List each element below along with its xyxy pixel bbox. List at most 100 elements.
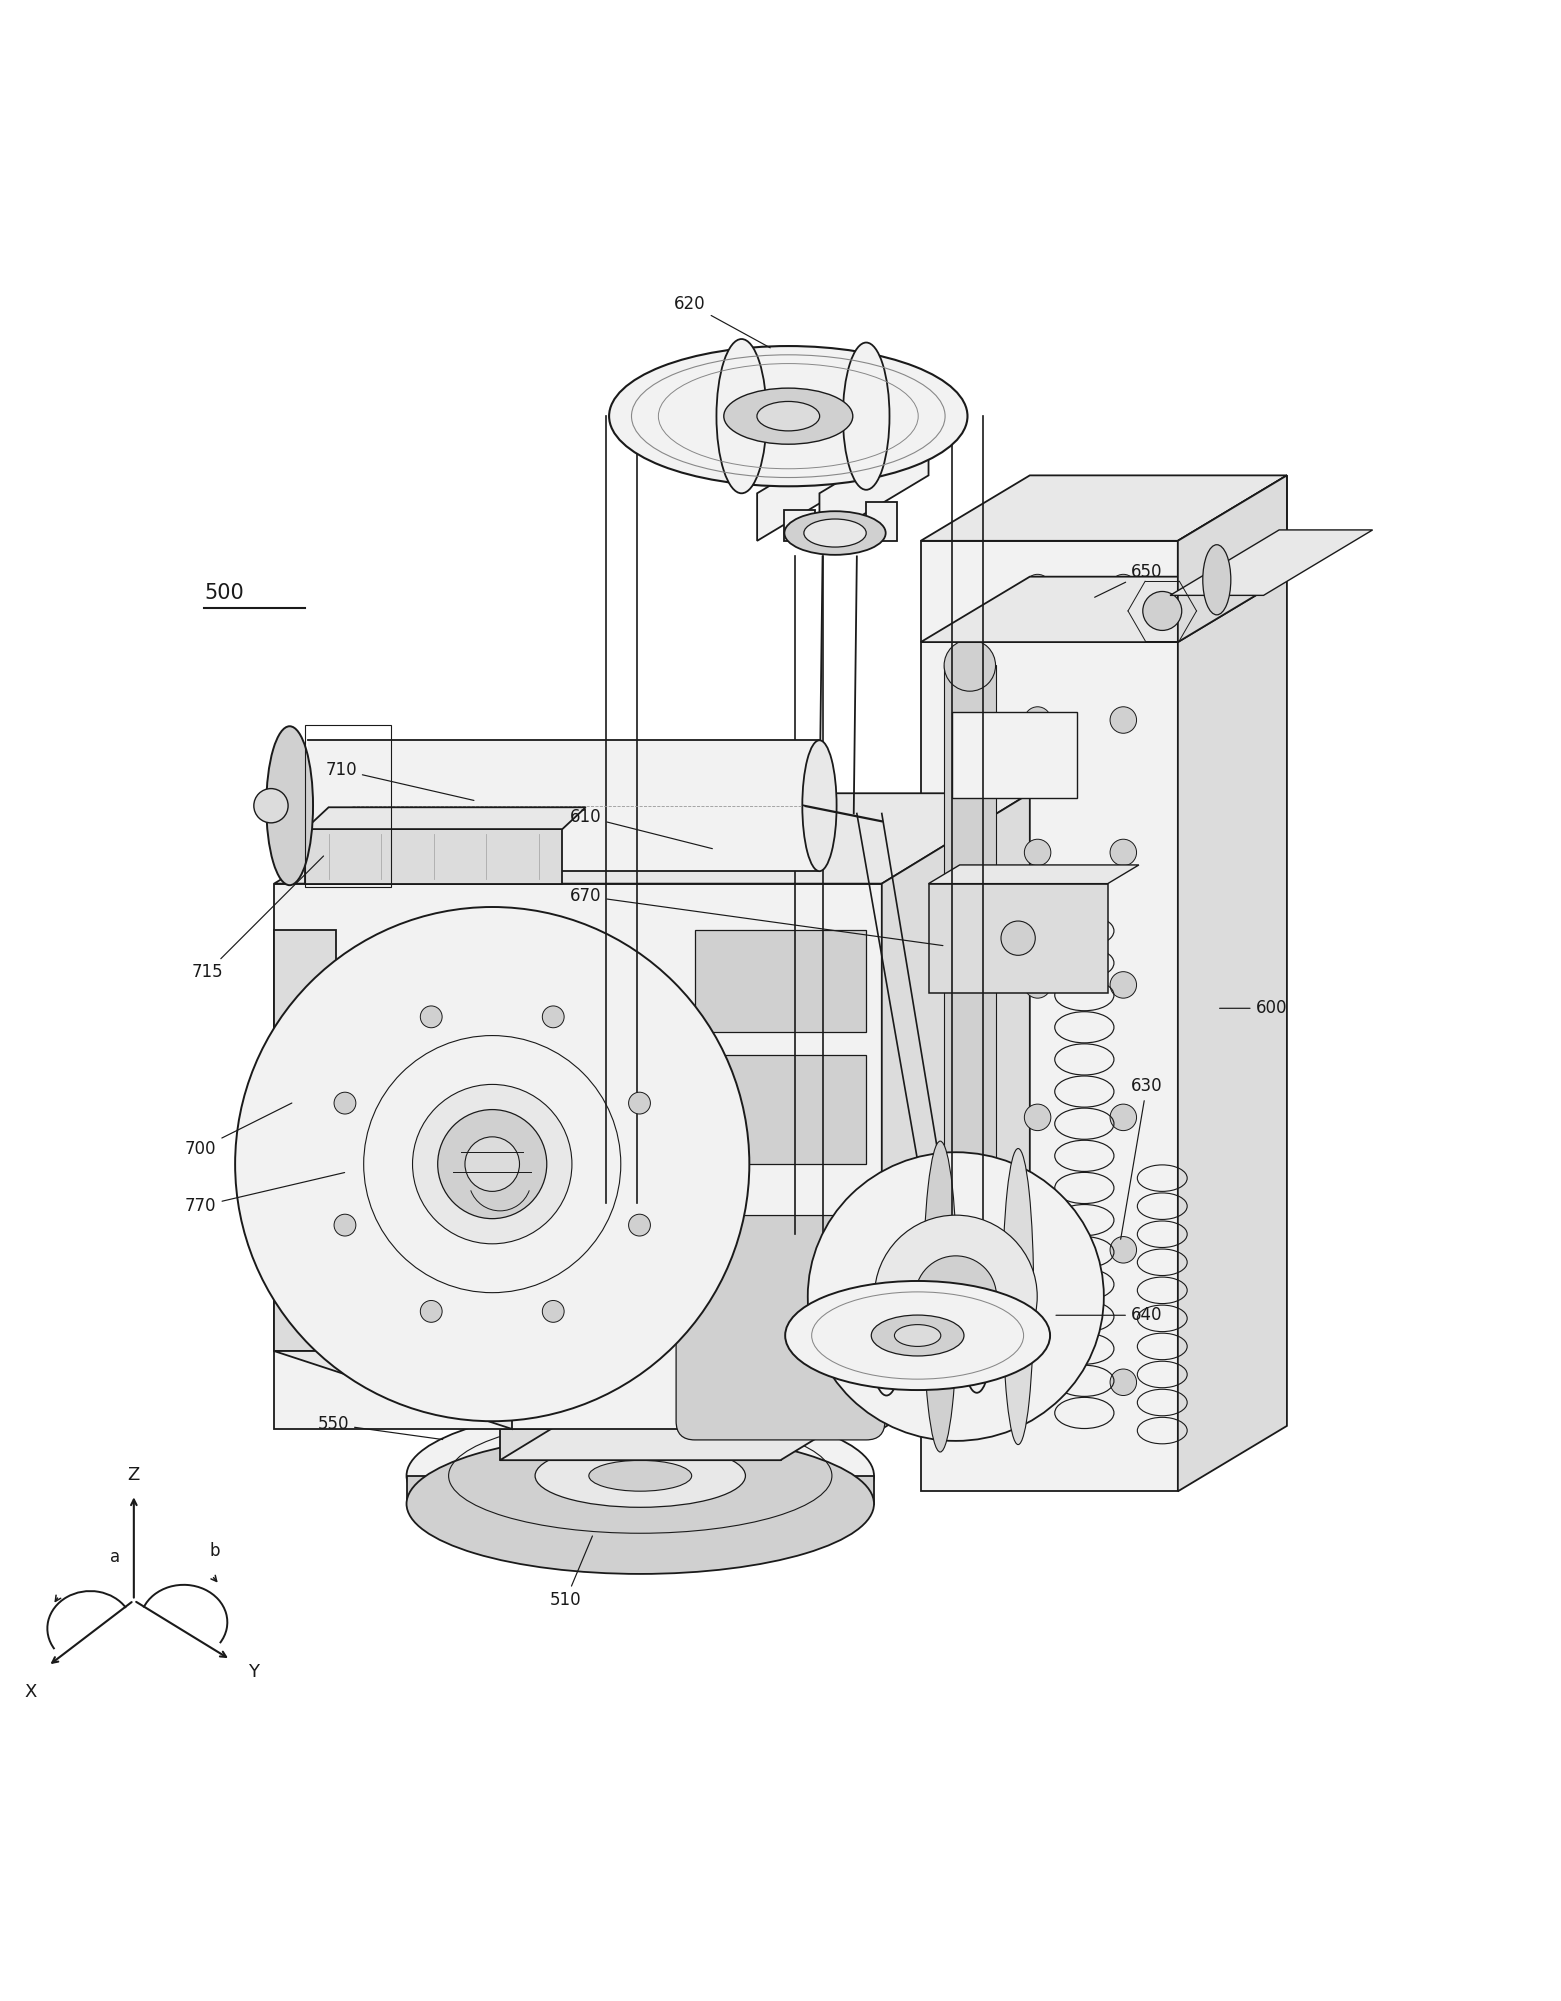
Ellipse shape (1143, 592, 1182, 630)
Polygon shape (500, 1429, 780, 1461)
Ellipse shape (923, 1141, 957, 1453)
Ellipse shape (1001, 920, 1035, 954)
Polygon shape (757, 428, 866, 540)
Ellipse shape (894, 1325, 941, 1347)
Polygon shape (784, 510, 815, 540)
Ellipse shape (804, 518, 866, 546)
Polygon shape (929, 884, 1108, 992)
Polygon shape (275, 1351, 512, 1429)
Text: Y: Y (248, 1663, 259, 1681)
Ellipse shape (1024, 838, 1051, 866)
Ellipse shape (629, 1093, 651, 1115)
Ellipse shape (334, 1215, 356, 1237)
Ellipse shape (1024, 574, 1051, 600)
Ellipse shape (802, 740, 837, 870)
Ellipse shape (757, 402, 820, 430)
Ellipse shape (1024, 706, 1051, 732)
Ellipse shape (406, 1433, 874, 1575)
Text: 510: 510 (549, 1537, 593, 1609)
Ellipse shape (406, 1405, 874, 1547)
Text: Z: Z (128, 1465, 140, 1483)
Polygon shape (695, 930, 866, 1033)
Ellipse shape (1002, 1149, 1033, 1445)
Ellipse shape (724, 388, 852, 444)
Polygon shape (921, 476, 1286, 540)
Ellipse shape (944, 640, 996, 690)
Polygon shape (306, 806, 585, 828)
Polygon shape (1171, 530, 1372, 596)
Ellipse shape (1110, 1369, 1136, 1395)
Ellipse shape (465, 1137, 520, 1191)
Text: 600: 600 (1219, 998, 1288, 1017)
Polygon shape (952, 712, 1077, 798)
Polygon shape (944, 666, 996, 1405)
Text: 670: 670 (570, 886, 943, 946)
Polygon shape (820, 428, 929, 540)
Text: 610: 610 (570, 808, 712, 848)
Ellipse shape (784, 510, 885, 554)
Ellipse shape (236, 906, 749, 1421)
Polygon shape (275, 792, 1030, 884)
Ellipse shape (420, 1301, 442, 1323)
Ellipse shape (535, 1445, 746, 1507)
Text: 550: 550 (317, 1415, 443, 1439)
Ellipse shape (1024, 1105, 1051, 1131)
Text: a: a (111, 1549, 120, 1567)
FancyBboxPatch shape (676, 1215, 885, 1441)
Polygon shape (275, 884, 882, 1429)
Text: 500: 500 (204, 582, 244, 602)
Text: 650: 650 (1094, 562, 1163, 596)
Ellipse shape (785, 1281, 1051, 1391)
Ellipse shape (1110, 706, 1136, 732)
Polygon shape (882, 792, 1030, 1429)
Ellipse shape (588, 1461, 692, 1491)
Ellipse shape (807, 1153, 1104, 1441)
Ellipse shape (716, 338, 766, 494)
Ellipse shape (1110, 574, 1136, 600)
Ellipse shape (420, 1007, 442, 1029)
Ellipse shape (1024, 1369, 1051, 1395)
Text: 630: 630 (1121, 1077, 1163, 1239)
Text: b: b (209, 1543, 220, 1561)
Polygon shape (921, 540, 1179, 1491)
Text: 710: 710 (325, 760, 475, 800)
Ellipse shape (437, 1111, 546, 1219)
Polygon shape (306, 828, 562, 884)
Text: 620: 620 (674, 294, 770, 348)
Ellipse shape (915, 1257, 996, 1337)
Polygon shape (1179, 476, 1286, 1491)
Ellipse shape (629, 1215, 651, 1237)
Ellipse shape (871, 1315, 965, 1357)
Ellipse shape (267, 726, 314, 884)
Polygon shape (275, 930, 337, 1351)
Ellipse shape (1110, 972, 1136, 998)
Ellipse shape (1204, 544, 1230, 614)
Polygon shape (309, 740, 820, 870)
Ellipse shape (1024, 972, 1051, 998)
Polygon shape (406, 1477, 874, 1505)
Ellipse shape (874, 1215, 1037, 1379)
Ellipse shape (944, 1381, 996, 1431)
Ellipse shape (254, 788, 289, 822)
Polygon shape (921, 576, 1286, 642)
Ellipse shape (334, 1093, 356, 1115)
Text: 770: 770 (186, 1173, 345, 1215)
Polygon shape (929, 864, 1140, 884)
Ellipse shape (1110, 1105, 1136, 1131)
Ellipse shape (869, 1275, 902, 1395)
Ellipse shape (609, 346, 968, 486)
Ellipse shape (1024, 1237, 1051, 1263)
Polygon shape (866, 502, 898, 540)
Ellipse shape (1110, 838, 1136, 866)
Ellipse shape (843, 342, 890, 490)
Polygon shape (500, 1415, 854, 1461)
Ellipse shape (412, 1085, 571, 1245)
Text: 640: 640 (1055, 1307, 1163, 1325)
Text: 715: 715 (192, 856, 323, 980)
Polygon shape (695, 1055, 866, 1165)
Text: X: X (25, 1683, 37, 1701)
Text: 700: 700 (186, 1103, 292, 1157)
Polygon shape (1179, 476, 1286, 642)
Ellipse shape (542, 1301, 564, 1323)
Ellipse shape (542, 1007, 564, 1029)
